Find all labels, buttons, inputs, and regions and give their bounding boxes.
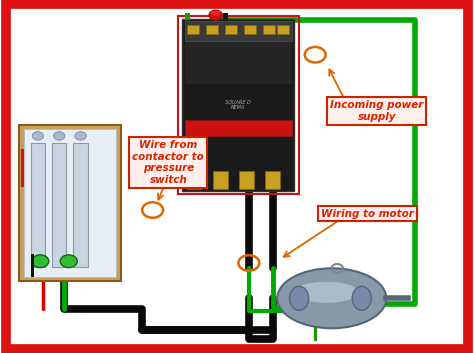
Text: Incoming power
supply: Incoming power supply bbox=[330, 100, 423, 122]
Circle shape bbox=[32, 132, 44, 140]
Bar bbox=[185, 21, 292, 84]
Text: Wire from
contactor to
pressure
switch: Wire from contactor to pressure switch bbox=[132, 140, 204, 185]
Bar bbox=[178, 16, 299, 194]
Bar bbox=[187, 171, 201, 189]
Bar bbox=[24, 129, 116, 277]
Text: Wiring to motor: Wiring to motor bbox=[321, 209, 414, 219]
Ellipse shape bbox=[352, 286, 371, 310]
Bar bbox=[263, 25, 275, 34]
Ellipse shape bbox=[290, 286, 309, 310]
Bar bbox=[21, 149, 24, 187]
Ellipse shape bbox=[277, 268, 386, 328]
Bar bbox=[265, 171, 280, 189]
Circle shape bbox=[75, 132, 86, 140]
Bar bbox=[225, 25, 237, 34]
Bar bbox=[31, 254, 34, 277]
Ellipse shape bbox=[209, 10, 222, 20]
Ellipse shape bbox=[210, 11, 221, 16]
Circle shape bbox=[32, 255, 49, 268]
Bar bbox=[185, 21, 292, 41]
Ellipse shape bbox=[293, 282, 359, 303]
Bar bbox=[223, 13, 228, 20]
Bar bbox=[182, 19, 294, 191]
Bar bbox=[187, 25, 199, 34]
Bar bbox=[213, 171, 228, 189]
Circle shape bbox=[54, 132, 65, 140]
Bar bbox=[244, 25, 256, 34]
Circle shape bbox=[60, 255, 77, 268]
Bar bbox=[19, 125, 121, 281]
Bar bbox=[185, 13, 190, 20]
Bar bbox=[52, 143, 66, 267]
Bar bbox=[277, 25, 289, 34]
Bar bbox=[239, 171, 254, 189]
Bar bbox=[73, 143, 88, 267]
Bar bbox=[206, 25, 218, 34]
Text: SQUARE D
NEMA: SQUARE D NEMA bbox=[225, 100, 251, 110]
Bar bbox=[185, 120, 292, 136]
Bar bbox=[31, 143, 45, 267]
